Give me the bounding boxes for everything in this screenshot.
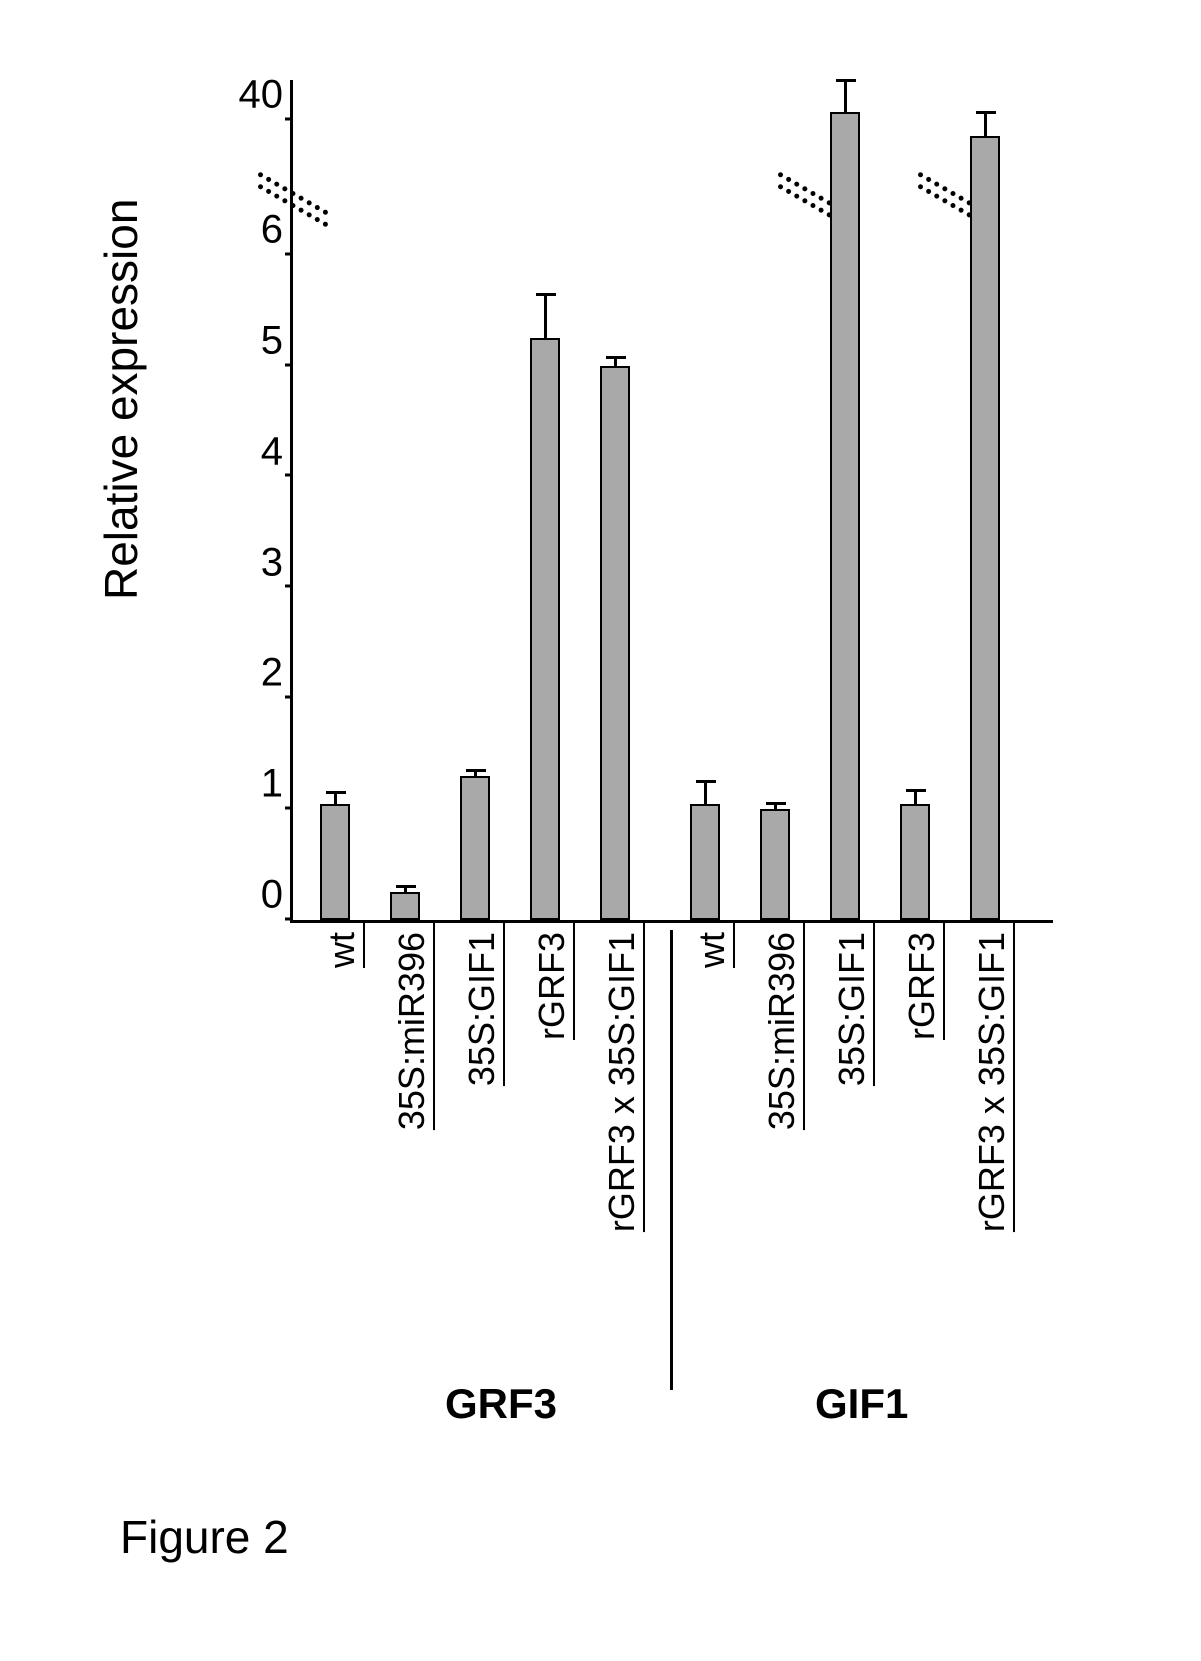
bar-group: wt: [308, 80, 378, 920]
error-bar: [544, 294, 547, 338]
ytick-mark: [285, 363, 293, 366]
bar-label: rGRF3 x 35S:GIF1: [601, 920, 645, 1232]
error-bar: [704, 782, 707, 804]
ytick-label: 1: [223, 762, 283, 807]
bar: [760, 809, 790, 920]
error-bar-cap: [606, 356, 626, 359]
bar-group: 35S:GIF1: [448, 80, 518, 920]
bar: [900, 804, 930, 920]
ytick-mark: [285, 806, 293, 809]
y-axis-label: Relative expression: [94, 199, 148, 600]
bar-label: rGRF3: [901, 920, 945, 1040]
bar: [830, 112, 860, 920]
bar-group: 35S:GIF1: [818, 80, 888, 920]
error-bar: [914, 790, 917, 803]
ytick-mark: [285, 474, 293, 477]
ytick-label: 3: [223, 540, 283, 585]
error-bar: [844, 80, 847, 112]
figure-caption: Figure 2: [120, 1510, 289, 1564]
ytick-label: 0: [223, 873, 283, 918]
bar-label: rGRF3 x 35S:GIF1: [971, 920, 1015, 1232]
bar: [320, 804, 350, 920]
bar-label: rGRF3: [531, 920, 575, 1040]
error-bar-cap: [466, 769, 486, 772]
bar-group: rGRF3: [888, 80, 958, 920]
bar-label: 35S:GIF1: [831, 920, 875, 1086]
bar-group: rGRF3 x 35S:GIF1: [958, 80, 1028, 920]
bar: [460, 776, 490, 920]
ytick-mark: [285, 252, 293, 255]
bar: [600, 366, 630, 920]
bar-label: 35S:GIF1: [461, 920, 505, 1086]
ytick-label: 2: [223, 651, 283, 696]
error-bar-cap: [976, 111, 996, 114]
bar-group: rGRF3: [518, 80, 588, 920]
error-bar-cap: [906, 789, 926, 792]
error-bar-cap: [536, 293, 556, 296]
error-bar-cap: [326, 791, 346, 794]
ytick-mark: [285, 585, 293, 588]
group-label-grf3: GRF3: [445, 1380, 557, 1428]
error-bar-cap: [396, 885, 416, 888]
error-bar: [334, 793, 337, 804]
plot-area: 012345640wt35S:miR39635S:GIF1rGRF3rGRF3 …: [290, 80, 1053, 923]
bar-group: 35S:miR396: [378, 80, 448, 920]
error-bar: [984, 112, 987, 136]
bar-label: wt: [691, 920, 735, 968]
group-label-gif1: GIF1: [815, 1380, 908, 1428]
bar-group: wt: [678, 80, 748, 920]
ytick-label: 4: [223, 429, 283, 474]
ytick-mark: [285, 117, 293, 120]
bar-label: wt: [321, 920, 365, 968]
bar: [390, 892, 420, 920]
bar: [970, 136, 1000, 920]
bar: [530, 338, 560, 920]
bar: [690, 804, 720, 920]
chart-container: Relative expression 012345640wt35S:miR39…: [130, 80, 1070, 1420]
group-divider: [670, 930, 673, 1390]
ytick-label: 5: [223, 319, 283, 364]
page: Relative expression 012345640wt35S:miR39…: [0, 0, 1201, 1661]
bar-group: rGRF3 x 35S:GIF1: [588, 80, 658, 920]
bar-group: 35S:miR396: [748, 80, 818, 920]
error-bar-cap: [836, 79, 856, 82]
ytick-label: 40: [223, 73, 283, 118]
error-bar-cap: [696, 780, 716, 783]
bar-label: 35S:miR396: [761, 920, 805, 1130]
bar-label: 35S:miR396: [391, 920, 435, 1130]
error-bar-cap: [766, 802, 786, 805]
ytick-mark: [285, 917, 293, 920]
ytick-mark: [285, 695, 293, 698]
